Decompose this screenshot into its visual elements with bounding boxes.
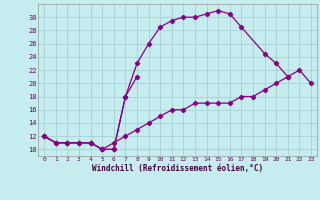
X-axis label: Windchill (Refroidissement éolien,°C): Windchill (Refroidissement éolien,°C) bbox=[92, 164, 263, 173]
